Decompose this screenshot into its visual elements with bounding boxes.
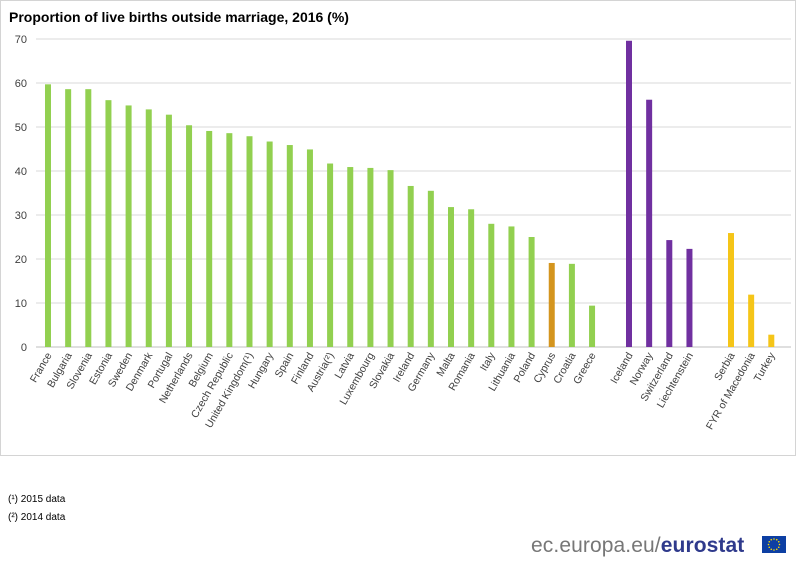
bar — [145, 109, 152, 348]
eurostat-brand[interactable]: ec.europa.eu/eurostat — [531, 533, 744, 559]
y-tick-label: 30 — [15, 210, 27, 222]
bar — [347, 167, 354, 347]
bar — [367, 167, 374, 347]
bar — [528, 237, 535, 347]
eu-flag-icon — [762, 536, 786, 553]
flag-star — [773, 538, 775, 540]
bar — [728, 233, 734, 347]
y-tick-label: 70 — [15, 34, 27, 46]
x-tick-label: Turkey — [752, 350, 779, 384]
bar — [85, 89, 92, 347]
bar — [45, 84, 51, 347]
y-tick-label: 50 — [15, 122, 27, 134]
brand-url: ec.europa.eu/ — [531, 534, 661, 557]
footnote-2: (²) 2014 data — [8, 512, 66, 523]
brand-name: eurostat — [660, 534, 745, 557]
bar — [646, 99, 653, 347]
chart-panel: Proportion of live births outside marria… — [0, 0, 796, 456]
flag-star — [770, 548, 773, 551]
bar — [508, 226, 515, 347]
flag-star — [767, 543, 770, 546]
bar — [266, 141, 273, 347]
y-tick-label: 20 — [15, 254, 27, 266]
bar — [666, 240, 673, 347]
flag-star — [770, 538, 773, 541]
bar — [165, 114, 172, 348]
flag-star — [768, 540, 771, 543]
flag-star — [775, 538, 778, 541]
bar — [568, 263, 575, 347]
bar — [468, 209, 475, 347]
flag-star — [777, 540, 780, 543]
flag-star — [777, 546, 780, 549]
bar — [589, 305, 596, 347]
y-tick-label: 60 — [15, 78, 27, 90]
bar — [768, 334, 775, 347]
bar — [186, 125, 193, 348]
bar — [306, 149, 313, 347]
flag-star — [773, 549, 775, 551]
bar — [65, 89, 72, 347]
flag-star — [775, 548, 778, 551]
flag-star — [768, 546, 771, 549]
bar — [206, 130, 213, 347]
footnote-1: (¹) 2015 data — [8, 494, 66, 505]
bar — [226, 133, 233, 347]
bar — [488, 223, 495, 347]
bar — [125, 105, 132, 347]
bar — [246, 136, 253, 347]
bar — [327, 163, 334, 347]
chart-title: Proportion of live births outside marria… — [9, 9, 349, 25]
y-tick-label: 40 — [15, 166, 27, 178]
bar — [407, 185, 414, 347]
flag-star — [778, 543, 781, 546]
bar — [105, 100, 112, 347]
y-tick-label: 10 — [15, 298, 27, 310]
bar — [286, 145, 293, 347]
bar — [748, 294, 755, 347]
x-tick-label: Italy — [478, 350, 498, 373]
bar-chart: 010203040506070FranceBulgariaSloveniaEst… — [15, 34, 791, 432]
y-tick-label: 0 — [21, 342, 27, 354]
bar — [686, 248, 693, 347]
bar — [548, 262, 555, 347]
bar — [427, 190, 434, 347]
bar — [448, 207, 454, 347]
bar — [626, 40, 632, 347]
bar — [387, 170, 394, 347]
